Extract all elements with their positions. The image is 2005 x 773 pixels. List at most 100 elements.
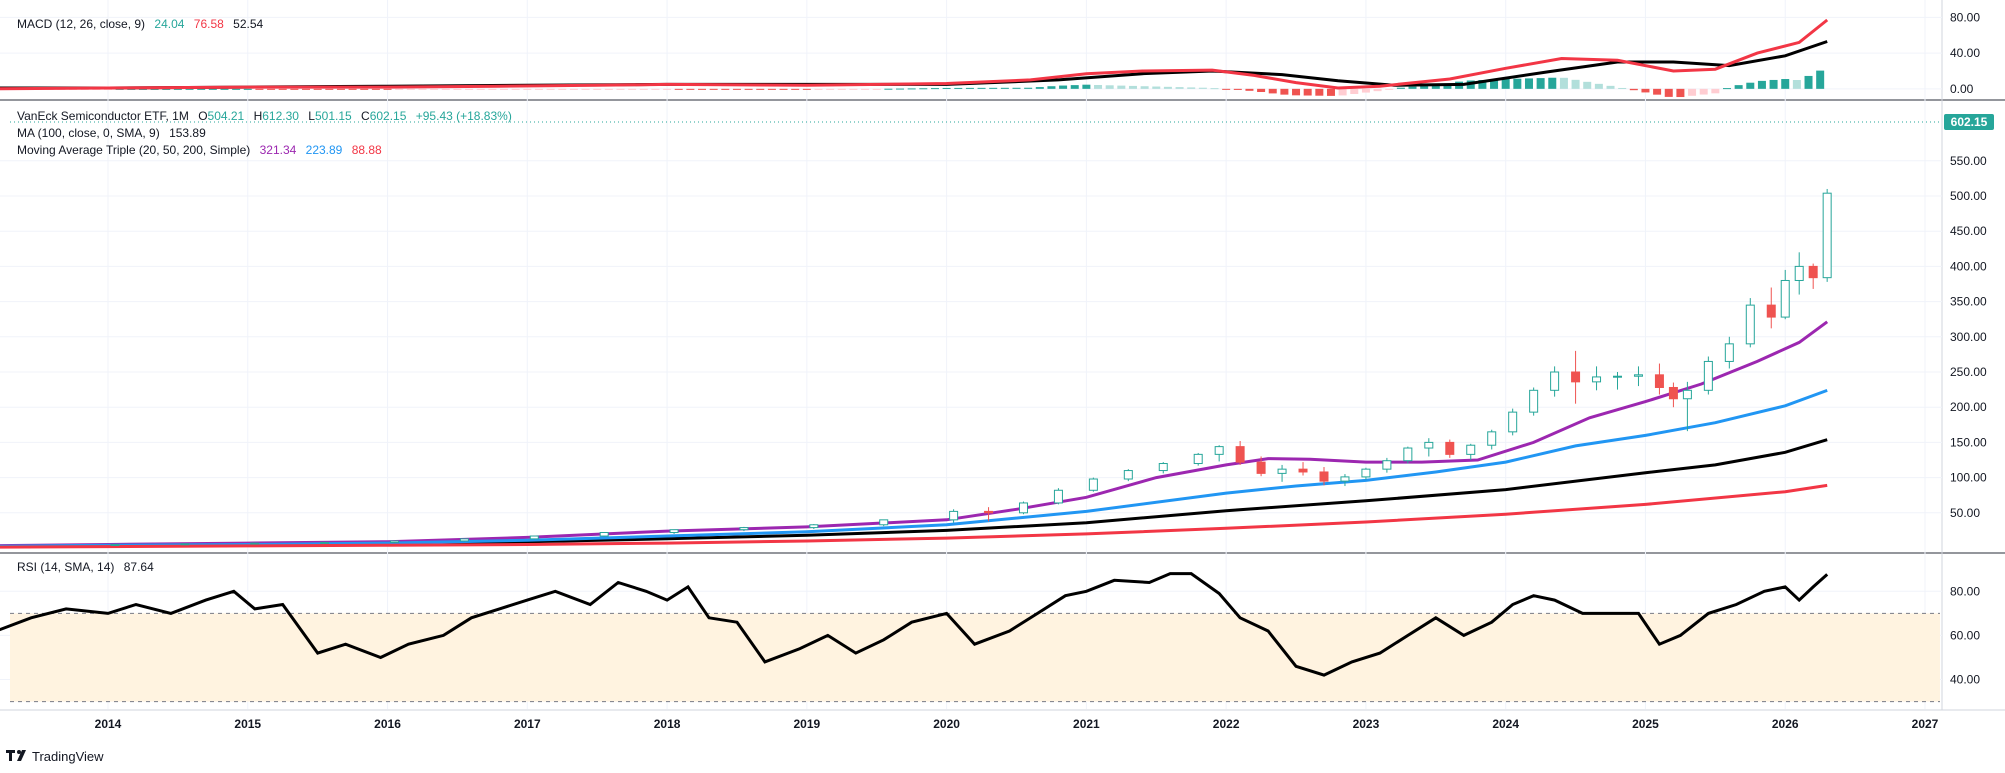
candle-body: [1822, 192, 1832, 279]
candle-body: [110, 543, 120, 546]
x-tick-label: 2014: [95, 717, 122, 731]
macd-histogram-bar: [1338, 88, 1347, 96]
macd-histogram-bar: [1431, 84, 1440, 89]
macd-histogram-bar: [1734, 85, 1743, 89]
symbol-legend[interactable]: VanEck Semiconductor ETF, 1M O504.21 H61…: [17, 109, 512, 123]
macd-histogram-bar: [907, 88, 916, 90]
macd-histogram-bar: [744, 88, 753, 90]
macd-histogram-bar: [1524, 78, 1533, 89]
macd-histogram-bar: [965, 87, 974, 89]
macd-histogram-bar: [1257, 88, 1266, 93]
candle-body: [1319, 471, 1329, 482]
candle-body: [320, 541, 330, 544]
macd-histogram-bar: [779, 88, 788, 90]
rsi-band: [10, 612, 1940, 703]
candle-body: [1571, 371, 1581, 383]
x-tick-label: 2021: [1073, 717, 1100, 731]
price-y-tick-label: 350.00: [1950, 295, 1987, 309]
low-label: L: [308, 109, 315, 123]
price-y-tick-label: 450.00: [1950, 224, 1987, 238]
macd-histogram-bar: [313, 88, 322, 90]
macd-histogram-bar: [430, 88, 439, 90]
rsi-line: [0, 572, 1829, 677]
ma100-legend[interactable]: MA (100, close, 0, SMA, 9) 153.89: [17, 126, 206, 140]
macd-histogram-bar: [1140, 86, 1149, 89]
macd-histogram-bar: [546, 88, 555, 90]
macd-histogram-bar: [453, 88, 462, 90]
macd-histogram-bar: [197, 88, 206, 90]
last-price-tag[interactable]: [1944, 114, 1994, 130]
candle-body: [949, 510, 959, 521]
macd-histogram-bar: [302, 88, 311, 90]
macd-histogram-bar: [1268, 88, 1277, 94]
rsi-legend-name: RSI (14, SMA, 14): [17, 560, 114, 574]
macd-histogram-bar: [162, 88, 171, 90]
macd-histogram-bar: [360, 88, 369, 90]
macd-histogram-bar: [593, 88, 602, 90]
macd-histogram-bar: [651, 88, 660, 90]
x-tick-label: 2022: [1213, 717, 1240, 731]
price-y-tick-label: 250.00: [1950, 365, 1987, 379]
moving-average-lines: [0, 320, 1829, 549]
macd-histogram-bar: [1711, 88, 1720, 94]
close-label: C: [361, 109, 370, 123]
candle-body: [1487, 431, 1497, 446]
candle-body: [459, 538, 469, 542]
macd-histogram-bar: [488, 88, 497, 90]
macd-histogram-bar: [1117, 85, 1126, 89]
macd-histogram-bar: [1198, 87, 1207, 89]
x-tick-label: 2017: [514, 717, 541, 731]
macd-histogram-bar: [138, 88, 147, 90]
candle-body: [1193, 453, 1203, 465]
high-label: H: [254, 109, 263, 123]
ma20-legend-value: 321.34: [260, 143, 297, 157]
price-axis-labels: 80.00 40.00 0.00 550.00 500.00 450.00 400.00 35…: [1950, 10, 1987, 686]
macd-histogram-bar: [1606, 85, 1615, 89]
x-tick-label: 2020: [933, 717, 960, 731]
price-y-tick-label: 150.00: [1950, 435, 1987, 449]
macd-histogram-bar: [500, 88, 509, 90]
macd-histogram-bar: [872, 88, 881, 90]
open-value: 504.21: [208, 109, 245, 123]
candle-body: [529, 535, 539, 540]
macd-legend-macd-value: 76.58: [194, 17, 224, 31]
macd-histogram-bar: [1478, 80, 1487, 89]
rsi-legend[interactable]: RSI (14, SMA, 14) 87.64: [17, 560, 154, 574]
rsi-band-fill: [10, 613, 1940, 702]
candle-body: [1745, 304, 1755, 345]
candle-body: [669, 529, 679, 534]
macd-histogram-bar: [930, 88, 939, 90]
rsi-y-tick-label: 40.00: [1950, 673, 1980, 687]
tradingview-logo[interactable]: TradingView: [6, 749, 104, 764]
macd-histogram-bar: [1816, 70, 1825, 89]
x-tick-label: 2027: [1912, 717, 1939, 731]
change-value: +95.43 (+18.83%): [416, 109, 512, 123]
macd-histogram-bar: [395, 88, 404, 90]
close-value: 602.15: [370, 109, 407, 123]
candle-body: [1088, 478, 1098, 491]
macd-histogram-bar: [278, 88, 287, 90]
ma20-line: [0, 320, 1829, 548]
macd-histogram-bar: [686, 88, 695, 90]
candle-body: [1018, 502, 1028, 514]
macd-histogram-bar: [1571, 79, 1580, 89]
macd-histogram-bar: [1769, 79, 1778, 89]
low-value: 501.15: [315, 109, 352, 123]
macd-histogram-bar: [1513, 78, 1522, 89]
macd-histogram-bar: [826, 88, 835, 90]
macd-histogram-bar: [1594, 83, 1603, 89]
macd-legend[interactable]: MACD (12, 26, close, 9) 24.04 76.58 52.5…: [17, 17, 263, 31]
macd-histogram-bar: [1000, 87, 1009, 89]
macd-histogram-bar: [418, 88, 427, 90]
macd-histogram-bar: [977, 87, 986, 89]
candle-body: [390, 540, 400, 543]
macd-histogram-bar: [1361, 88, 1370, 93]
macd-histogram-bar: [1676, 88, 1685, 98]
macd-histogram-bar: [1664, 88, 1673, 97]
price-y-tick-label: 400.00: [1950, 259, 1987, 273]
macd-histogram-bar: [220, 88, 229, 90]
candle-body: [1703, 360, 1713, 391]
triple-ma-legend[interactable]: Moving Average Triple (20, 50, 200, Simp…: [17, 143, 382, 157]
